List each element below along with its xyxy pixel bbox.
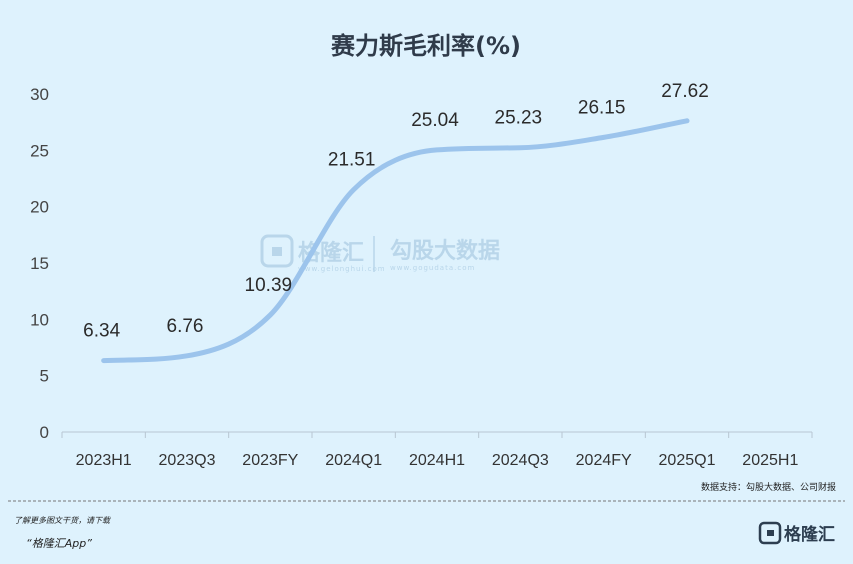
y-tick-label: 10	[30, 310, 49, 329]
data-label: 21.51	[328, 150, 376, 171]
data-label: 26.15	[578, 97, 626, 118]
y-tick-label: 0	[40, 423, 49, 442]
promo-line-2: “格隆汇App”	[26, 537, 92, 550]
data-labels: 6.34 6.76 10.39 21.51 25.04 25.23 26.15 27.62	[83, 81, 709, 342]
data-label: 6.76	[167, 316, 204, 337]
watermark-brand-2: 勾股大数据	[390, 238, 500, 264]
x-tick-label: 2024H1	[409, 452, 465, 469]
source-note: 数据支持：勾股大数据、公司财报	[701, 481, 836, 493]
x-tick-label: 2023Q3	[159, 452, 216, 469]
logo-text: 格隆汇	[784, 524, 835, 545]
series-line	[101, 118, 690, 364]
data-label: 27.62	[661, 81, 709, 102]
x-tick-label: 2024Q3	[492, 452, 549, 469]
gelonghui-watermark-icon	[260, 234, 294, 268]
y-tick-label: 5	[40, 367, 49, 386]
data-label: 10.39	[245, 275, 293, 296]
y-axis: 0 5 10 15 20 25 30	[30, 85, 49, 442]
y-tick-label: 30	[30, 85, 49, 104]
x-tick-label: 2024Q1	[325, 452, 382, 469]
x-tick-label: 2024FY	[576, 452, 632, 469]
watermark-url-2: www.gogudata.com	[390, 264, 475, 272]
x-axis: 2023H1 2023Q3 2023FY 2024Q1 2024H1 2024Q3 2024…	[61, 432, 813, 469]
data-label: 25.23	[495, 108, 543, 129]
promo-line-1: 了解更多图文干货，请下载	[14, 516, 111, 525]
gelonghui-logo-icon	[758, 521, 782, 545]
watermark-url-1: www.gelonghui.com	[298, 265, 386, 273]
x-tick-label: 2025Q1	[659, 452, 716, 469]
x-tick-label: 2023H1	[76, 452, 132, 469]
x-tick-label: 2023FY	[242, 452, 298, 469]
y-tick-label: 15	[30, 254, 49, 273]
y-tick-label: 20	[30, 198, 49, 217]
gelonghui-logo: 格隆汇	[758, 521, 835, 545]
chart-title: 赛力斯毛利率(%)	[330, 32, 521, 60]
x-tick-label: 2025H1	[742, 452, 798, 469]
y-tick-label: 25	[30, 141, 49, 160]
data-label: 25.04	[411, 110, 459, 131]
watermark: 格隆汇 www.gelonghui.com 勾股大数据 www.gogudata…	[260, 234, 500, 273]
data-label: 6.34	[83, 321, 120, 342]
